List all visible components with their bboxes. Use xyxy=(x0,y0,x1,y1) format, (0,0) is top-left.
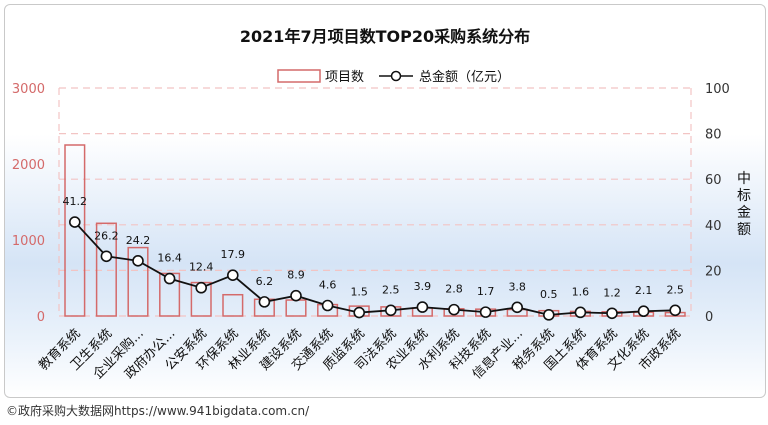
amount-point xyxy=(542,309,555,321)
amount-point xyxy=(448,303,460,316)
amount-point xyxy=(353,306,366,319)
data-label: 26.2 xyxy=(94,229,119,242)
amount-point xyxy=(69,216,81,228)
y-right-tick-label: 20 xyxy=(705,264,722,279)
data-label: 41.2 xyxy=(63,195,88,208)
data-label: 12.4 xyxy=(189,261,214,274)
chart-title: 2021年7月项目数TOP20采购系统分布 xyxy=(240,27,530,46)
data-label: 1.2 xyxy=(603,286,621,299)
y-right-tick-label: 60 xyxy=(705,173,722,188)
labels-layer: 41.2 26.2 24.2 16.4 12.4 17.9 6.2 8.9 4.6 1.5 2.5 3… xyxy=(36,195,684,382)
legend-bar-swatch xyxy=(277,69,321,83)
amount-point xyxy=(669,304,682,317)
data-label: 8.9 xyxy=(287,269,305,282)
y-right-tick-label: 100 xyxy=(705,82,730,97)
data-label: 2.5 xyxy=(666,283,684,296)
data-label: 16.4 xyxy=(157,252,182,265)
y-right-axis-title-char: 标 xyxy=(737,188,751,204)
legend-line-marker xyxy=(390,70,402,82)
bar xyxy=(127,246,149,317)
y-right-tick-label: 0 xyxy=(705,310,713,325)
amount-point xyxy=(163,272,176,285)
chart: 2021年7月项目数TOP20采购系统分布 项目数 总金额（亿元） 41.2 26… xyxy=(12,27,751,382)
y-right-tick-label: 40 xyxy=(705,219,722,234)
amount-point xyxy=(321,299,334,312)
chart-frame: 2021年7月项目数TOP20采购系统分布 项目数 总金额（亿元） 41.2 26… xyxy=(4,4,766,398)
amount-point xyxy=(479,306,492,318)
amount-point xyxy=(511,301,524,314)
amount-point xyxy=(258,296,271,308)
legend: 项目数 总金额（亿元） xyxy=(277,69,510,85)
data-label: 3.8 xyxy=(508,280,526,293)
amount-point xyxy=(574,306,587,319)
data-label: 1.5 xyxy=(350,286,368,299)
data-label: 3.9 xyxy=(414,280,432,293)
data-label: 1.6 xyxy=(572,285,590,298)
y-left-tick-label: 0 xyxy=(37,310,45,325)
data-label: 24.2 xyxy=(126,234,151,247)
amount-point xyxy=(100,250,113,263)
data-label: 2.5 xyxy=(382,283,400,296)
data-label: 6.2 xyxy=(256,275,274,288)
amount-point xyxy=(290,289,302,302)
amount-line xyxy=(74,221,676,316)
data-label: 0.5 xyxy=(540,288,558,301)
amount-point xyxy=(227,269,239,281)
line-layer xyxy=(69,216,682,321)
y-right-axis-title-char: 额 xyxy=(737,222,751,238)
y-left-tick-label: 1000 xyxy=(12,234,45,249)
y-right-axis-title-char: 中 xyxy=(737,171,751,187)
amount-point xyxy=(195,281,207,294)
data-label: 17.9 xyxy=(221,248,246,261)
data-label: 4.6 xyxy=(319,279,337,292)
amount-point xyxy=(606,307,618,320)
legend-bar-label: 项目数 xyxy=(325,70,364,85)
legend-line-label: 总金额（亿元） xyxy=(419,69,510,85)
y-left-tick-label: 3000 xyxy=(12,82,45,97)
y-right-tick-label: 80 xyxy=(705,128,722,143)
amount-point xyxy=(384,304,397,317)
y-left-tick-label: 2000 xyxy=(12,158,45,173)
amount-point xyxy=(637,305,650,318)
bars-layer xyxy=(64,144,686,317)
bar xyxy=(222,293,244,317)
bar xyxy=(64,144,86,317)
bar xyxy=(285,299,307,317)
source-note: ©政府采购大数据网https://www.941bigdata.com.cn/ xyxy=(6,404,310,418)
y-right-axis-title-char: 金 xyxy=(737,205,751,221)
amount-point xyxy=(132,255,144,267)
grid-layer xyxy=(58,87,692,317)
amount-point xyxy=(416,301,429,313)
data-label: 2.8 xyxy=(445,283,463,296)
bar xyxy=(95,222,117,317)
data-label: 1.7 xyxy=(477,285,495,298)
data-label: 2.1 xyxy=(635,284,653,297)
